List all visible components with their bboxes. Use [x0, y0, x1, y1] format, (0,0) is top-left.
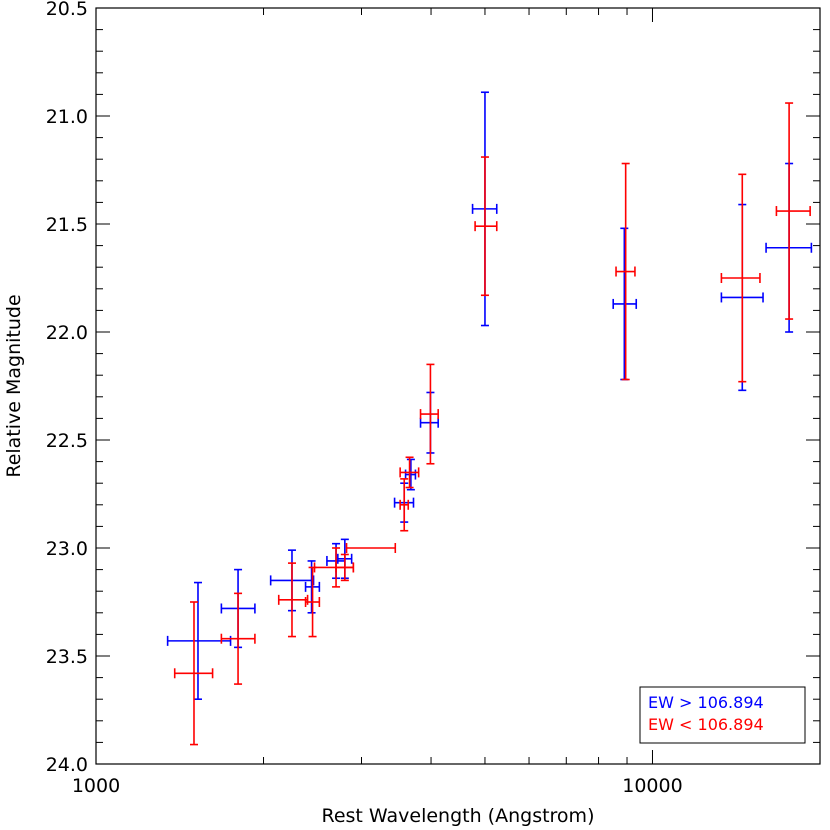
data-point: [220, 592, 256, 685]
data-series: [166, 91, 813, 746]
x-tick-label: 10000: [622, 775, 682, 797]
y-tick-label: 21.5: [46, 214, 88, 236]
data-point: [345, 543, 397, 553]
data-point: [335, 553, 355, 582]
data-point: [612, 227, 638, 381]
data-point: [304, 566, 321, 638]
data-point: [277, 562, 309, 638]
x-tick-label: 1000: [72, 775, 120, 797]
y-tick-label: 22.5: [46, 430, 88, 452]
series-0: [166, 91, 813, 701]
y-tick-label: 23.5: [46, 646, 88, 668]
data-point: [474, 156, 498, 297]
data-point: [399, 456, 420, 489]
axis-ticks: [95, 7, 821, 765]
data-point: [615, 162, 636, 381]
x-axis-label: Rest Wavelength (Angstrom): [322, 805, 595, 827]
y-tick-label: 20.5: [46, 0, 88, 20]
data-point: [404, 458, 417, 491]
legend-entry-ew-less: EW < 106.894: [648, 715, 764, 734]
series-1: [173, 102, 811, 746]
y-tick-label: 23.0: [46, 538, 88, 560]
legend: EW > 106.894 EW < 106.894: [639, 686, 806, 744]
data-point: [419, 391, 439, 454]
data-point: [399, 478, 410, 532]
y-tick-label: 21.0: [46, 106, 88, 128]
y-tick-label: 22.0: [46, 322, 88, 344]
data-point: [173, 601, 214, 746]
legend-entry-ew-greater: EW > 106.894: [648, 693, 764, 712]
legend-box: [639, 686, 806, 744]
data-point: [775, 102, 811, 320]
y-tick-label: 24.0: [46, 754, 88, 776]
data-point: [720, 173, 761, 383]
data-point: [419, 363, 439, 465]
plot-frame: [95, 7, 821, 765]
y-axis-label: Relative Magnitude: [3, 294, 25, 477]
